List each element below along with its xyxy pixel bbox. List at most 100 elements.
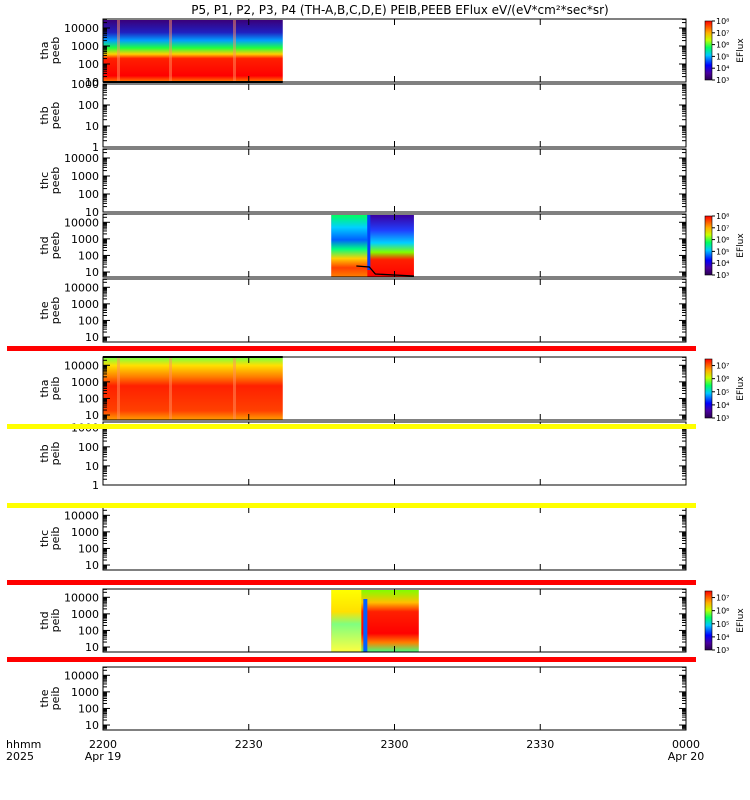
y-axis-product-label: peeb bbox=[49, 102, 62, 130]
y-axis-product-label: peeb bbox=[49, 297, 62, 325]
y-axis-product-label: peib bbox=[49, 442, 62, 466]
panel-frame bbox=[102, 83, 687, 148]
colorbar-tick-label: 10⁷ bbox=[716, 594, 729, 603]
colorbar-tick-label: 10⁷ bbox=[716, 29, 729, 38]
y-tick-label: 1 bbox=[92, 479, 99, 492]
panel-frame bbox=[102, 666, 687, 731]
panel-frame bbox=[102, 506, 687, 571]
y-tick-label: 1000 bbox=[71, 78, 99, 91]
colorbar bbox=[704, 358, 713, 419]
colorbar-tick-label: 10³ bbox=[716, 271, 729, 280]
y-tick-label: 100 bbox=[78, 624, 99, 637]
colorbar bbox=[704, 215, 713, 276]
x-tick-date-label: Apr 20 bbox=[668, 750, 705, 763]
hhmm-label: hhmm bbox=[6, 738, 41, 751]
colorbar-tick-label: 10⁶ bbox=[716, 375, 729, 384]
panel-frame bbox=[102, 148, 687, 213]
panels-group: 10 100 1000 10000 tha peeb 10³ 10⁴ 10⁵ 10⁶ 10⁷ 10⁸ E… bbox=[7, 17, 746, 763]
y-tick-label: 10 bbox=[85, 76, 99, 89]
y-axis-probe-label: thd bbox=[38, 236, 51, 254]
y-tick-label: 100 bbox=[78, 314, 99, 327]
y-axis-probe-label: the bbox=[38, 689, 51, 707]
x-tick-label: 2330 bbox=[526, 738, 554, 751]
y-tick-label: 100 bbox=[78, 392, 99, 405]
spectrogram-streak bbox=[233, 358, 236, 420]
flag-bar bbox=[7, 424, 696, 429]
y-axis-product-label: peeb bbox=[49, 167, 62, 195]
panel-frame bbox=[102, 421, 687, 486]
colorbar-tick-label: 10⁵ bbox=[716, 247, 729, 256]
colorbar-tick-label: 10⁴ bbox=[716, 259, 729, 268]
y-axis-probe-label: tha bbox=[38, 379, 51, 397]
y-tick-label: 100 bbox=[78, 441, 99, 454]
y-axis-probe-label: thb bbox=[38, 106, 51, 124]
colorbar-tick-label: 10⁴ bbox=[716, 401, 729, 410]
x-tick-label: 2230 bbox=[235, 738, 263, 751]
y-axis-probe-label: thc bbox=[38, 530, 51, 547]
flag-bar bbox=[7, 657, 696, 662]
colorbar-tick-label: 10⁶ bbox=[716, 41, 729, 50]
y-tick-label: 1000 bbox=[71, 40, 99, 53]
y-tick-label: 1000 bbox=[71, 298, 99, 311]
year-label: 2025 bbox=[6, 750, 34, 763]
colorbar-tick-label: 10³ bbox=[716, 646, 729, 655]
y-axis-probe-label: thc bbox=[38, 172, 51, 189]
y-tick-label: 10000 bbox=[64, 22, 99, 35]
y-tick-label: 10 bbox=[85, 266, 99, 279]
y-tick-label: 100 bbox=[78, 542, 99, 555]
spectrogram-streak bbox=[117, 358, 120, 420]
y-tick-label: 10000 bbox=[64, 509, 99, 522]
y-tick-label: 10000 bbox=[64, 591, 99, 604]
colorbar-tick-label: 10⁶ bbox=[716, 236, 729, 245]
colorbar-tick-label: 10⁴ bbox=[716, 633, 729, 642]
spectrogram-early-segment bbox=[331, 590, 362, 652]
y-tick-label: 1000 bbox=[71, 608, 99, 621]
y-tick-label: 100 bbox=[78, 249, 99, 262]
y-tick-label: 10000 bbox=[64, 152, 99, 165]
spectrogram-early-segment bbox=[331, 215, 368, 277]
y-tick-label: 10000 bbox=[64, 216, 99, 229]
spectrogram-streak bbox=[117, 20, 120, 82]
y-tick-label: 100 bbox=[78, 188, 99, 201]
figure-title: P5, P1, P2, P3, P4 (TH-A,B,C,D,E) PEIB,P… bbox=[191, 3, 608, 17]
y-tick-label: 10000 bbox=[64, 669, 99, 682]
colorbar-label: EFlux bbox=[736, 376, 746, 401]
y-axis-product-label: peib bbox=[49, 527, 62, 551]
y-tick-label: 10 bbox=[85, 206, 99, 219]
y-axis-probe-label: thd bbox=[38, 611, 51, 629]
colorbar-tick-label: 10⁸ bbox=[716, 212, 729, 221]
y-tick-label: 1000 bbox=[71, 170, 99, 183]
y-tick-label: 100 bbox=[78, 702, 99, 715]
y-tick-label: 10 bbox=[85, 460, 99, 473]
y-tick-label: 10 bbox=[85, 719, 99, 732]
y-tick-label: 10 bbox=[85, 409, 99, 422]
y-axis-product-label: peib bbox=[49, 609, 62, 633]
colorbar-label: EFlux bbox=[736, 608, 746, 633]
colorbar bbox=[704, 20, 713, 81]
y-tick-label: 10 bbox=[85, 331, 99, 344]
y-axis-product-label: peib bbox=[49, 687, 62, 711]
y-axis-probe-label: the bbox=[38, 301, 51, 319]
colorbar-tick-label: 10⁵ bbox=[716, 52, 729, 61]
colorbar-tick-label: 10³ bbox=[716, 76, 729, 85]
y-tick-label: 1000 bbox=[71, 686, 99, 699]
y-axis-product-label: peeb bbox=[49, 232, 62, 260]
y-axis-product-label: peeb bbox=[49, 37, 62, 65]
x-tick-label: 2300 bbox=[381, 738, 409, 751]
colorbar-tick-label: 10⁵ bbox=[716, 620, 729, 629]
colorbar-tick-label: 10⁵ bbox=[716, 388, 729, 397]
spectrogram-streak bbox=[233, 20, 236, 82]
y-axis-product-label: peib bbox=[49, 377, 62, 401]
spectrogram-spike bbox=[367, 215, 371, 270]
y-tick-label: 1000 bbox=[71, 526, 99, 539]
x-tick-label: 2200 bbox=[89, 738, 117, 751]
